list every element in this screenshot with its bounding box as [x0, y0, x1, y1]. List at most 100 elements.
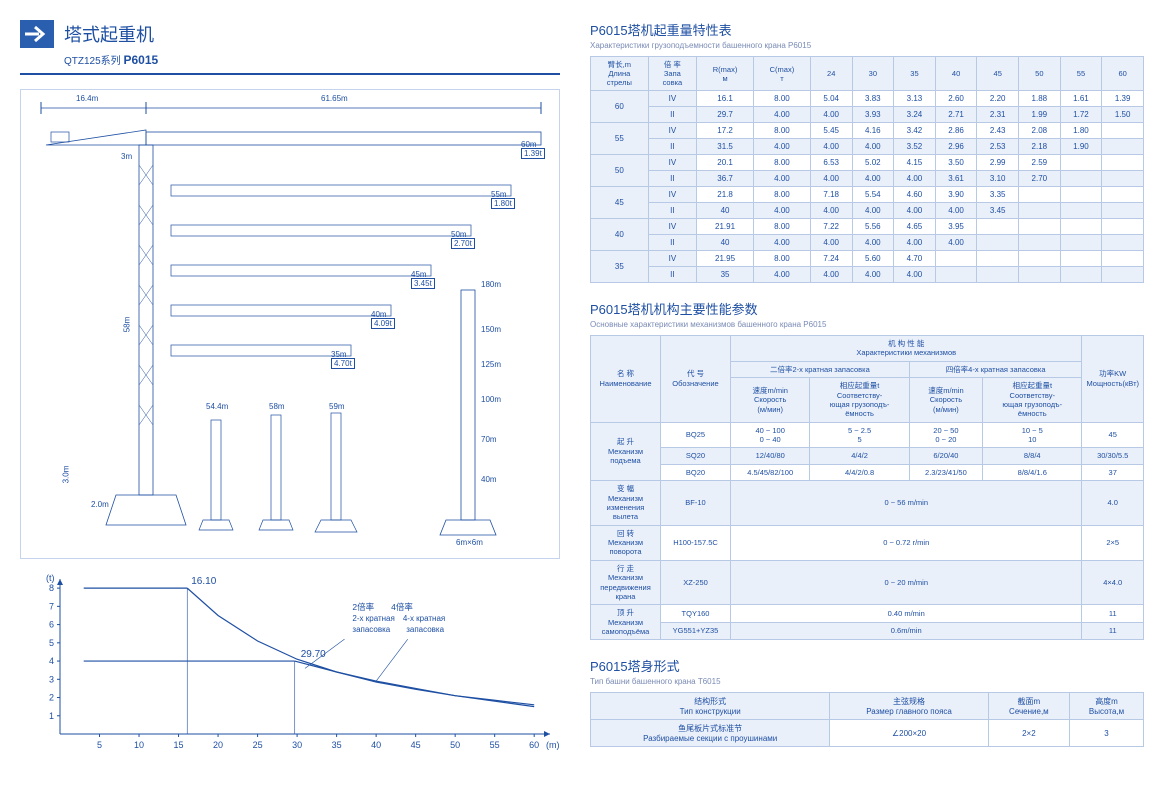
- cell: [1019, 187, 1061, 203]
- cell: 2.18: [1019, 139, 1061, 155]
- cell: 1.50: [1102, 107, 1144, 123]
- cell: 35: [697, 267, 754, 283]
- cell: 3.42: [894, 123, 936, 139]
- cell: 4.00: [852, 267, 894, 283]
- mech-table-title: P6015塔机机构主要性能参数: [590, 299, 1144, 318]
- arm-cell: 50: [591, 155, 649, 187]
- cell: 8.00: [754, 251, 811, 267]
- arm-cell: 55: [591, 123, 649, 155]
- cell: 8.00: [754, 219, 811, 235]
- cell: 4.00: [894, 203, 936, 219]
- cell: 6.53: [810, 155, 852, 171]
- table-row: II354.004.004.004.00: [591, 267, 1144, 283]
- cell: 16.1: [697, 91, 754, 107]
- arm-cell: 35: [591, 251, 649, 283]
- svg-text:25: 25: [253, 740, 263, 750]
- cell: 20.1: [697, 155, 754, 171]
- col-head: 60: [1102, 57, 1144, 91]
- mech-table-subtitle: Основные характеристики механизмов башен…: [590, 320, 1144, 329]
- load-table-subtitle: Характеристики грузоподъемности башенног…: [590, 41, 1144, 50]
- cell: 5.45: [810, 123, 852, 139]
- cell: [1102, 155, 1144, 171]
- cell: [977, 251, 1019, 267]
- table-row: 行 走МеханизмпередвижениякранаXZ-2500 ~ 20…: [591, 560, 1144, 605]
- table-row: II31.54.004.004.003.522.962.532.181.90: [591, 139, 1144, 155]
- cell: 4.00: [810, 235, 852, 251]
- table-row: 50IV20.18.006.535.024.153.502.992.59: [591, 155, 1144, 171]
- jib-label: 45m3.45t: [411, 270, 435, 288]
- cell: II: [648, 203, 696, 219]
- cell: 4.00: [810, 171, 852, 187]
- cell: 4.00: [754, 107, 811, 123]
- col-head: 结构形式Тип конструкции: [591, 693, 830, 720]
- cell: 5.54: [852, 187, 894, 203]
- cell: 1.99: [1019, 107, 1061, 123]
- col-head: 臂长,mДлинастрелы: [591, 57, 649, 91]
- cell: 1.72: [1060, 107, 1102, 123]
- cell: II: [648, 171, 696, 187]
- cell: [1060, 219, 1102, 235]
- col-head: 55: [1060, 57, 1102, 91]
- cell: II: [648, 235, 696, 251]
- cell: 2.20: [977, 91, 1019, 107]
- cell: [1102, 171, 1144, 187]
- col-head: 50: [1019, 57, 1061, 91]
- cell: 7.24: [810, 251, 852, 267]
- cell: [977, 267, 1019, 283]
- cell: [1019, 251, 1061, 267]
- cell: 4.00: [754, 171, 811, 187]
- arrow-icon: [20, 20, 54, 48]
- cell: 4.00: [754, 267, 811, 283]
- cell: 4.16: [852, 123, 894, 139]
- cell: 4.00: [810, 107, 852, 123]
- cell: 4.00: [935, 235, 977, 251]
- svg-text:16.10: 16.10: [191, 576, 216, 587]
- cell: [1102, 187, 1144, 203]
- cell: 4.00: [810, 203, 852, 219]
- cell: [1060, 171, 1102, 187]
- mech-table: 名 称Наименование 代 号Обозначение 机 构 性 能Ха…: [590, 335, 1144, 640]
- cell: 4.15: [894, 155, 936, 171]
- cell: 4.00: [754, 235, 811, 251]
- arm-cell: 45: [591, 187, 649, 219]
- cell: 21.8: [697, 187, 754, 203]
- svg-text:7: 7: [49, 601, 54, 611]
- svg-text:15: 15: [174, 740, 184, 750]
- col-head: 45: [977, 57, 1019, 91]
- table-row: 40IV21.918.007.225.564.653.95: [591, 219, 1144, 235]
- cell: 5.04: [810, 91, 852, 107]
- cell: [1060, 251, 1102, 267]
- svg-text:6: 6: [49, 620, 54, 630]
- svg-text:1: 1: [49, 711, 54, 721]
- cell: 2.31: [977, 107, 1019, 123]
- jib-label: 35m4.70t: [331, 350, 355, 368]
- cell: [1060, 203, 1102, 219]
- cell: 4.00: [852, 203, 894, 219]
- cell: 17.2: [697, 123, 754, 139]
- jib-label: 55m1.80t: [491, 190, 515, 208]
- cell: 2.70: [1019, 171, 1061, 187]
- cell: 4.00: [894, 267, 936, 283]
- table-row: II36.74.004.004.004.003.613.102.70: [591, 171, 1144, 187]
- cell: 3.24: [894, 107, 936, 123]
- load-table-section: P6015塔机起重量特性表 Характеристики грузоподъем…: [590, 20, 1144, 283]
- cell: 1.90: [1060, 139, 1102, 155]
- cell: 3.10: [977, 171, 1019, 187]
- col-head: C(max)т: [754, 57, 811, 91]
- cell: 4.00: [852, 235, 894, 251]
- cell: 21.95: [697, 251, 754, 267]
- table-row: 45IV21.88.007.185.544.603.903.35: [591, 187, 1144, 203]
- table-row: 60IV16.18.005.043.833.132.602.201.881.61…: [591, 91, 1144, 107]
- svg-text:запасовка запасовка: запасовка запасовка: [352, 625, 444, 634]
- svg-text:35: 35: [332, 740, 342, 750]
- cell: [1019, 203, 1061, 219]
- cell: IV: [648, 155, 696, 171]
- jib-label: 60m1.39t: [521, 140, 545, 158]
- svg-text:2倍率 4倍率: 2倍率 4倍率: [352, 602, 413, 612]
- cell: [1102, 267, 1144, 283]
- height-mark: 70m: [481, 435, 497, 444]
- svg-text:60: 60: [529, 740, 539, 750]
- cell: 8.00: [754, 187, 811, 203]
- cell: 3.90: [935, 187, 977, 203]
- table-row: 起 升МеханизмподъемаBQ2540 ~ 1000 ~ 405 ~ …: [591, 422, 1144, 448]
